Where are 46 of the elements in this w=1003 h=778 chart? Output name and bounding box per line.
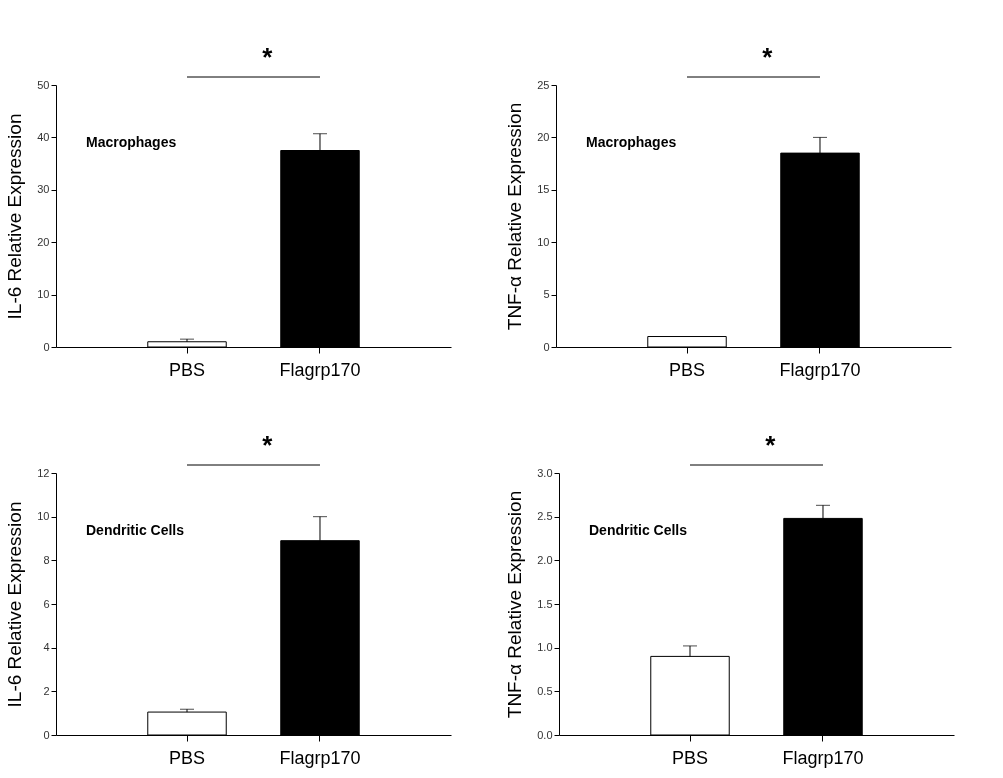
y-tick-label: 3.0 — [537, 466, 553, 479]
y-axis-title: IL-6 Relative Expression — [4, 501, 26, 708]
y-tick-label: 2.5 — [537, 510, 553, 523]
y-tick-label: 20 — [537, 130, 550, 143]
y-tick-label: 25 — [537, 78, 550, 91]
text: * — [765, 430, 777, 460]
y-axis-title: IL-6 Relative Expression — [4, 113, 26, 320]
y-tick-label: 50 — [37, 78, 50, 91]
x-tick-label: PBS — [671, 747, 709, 768]
y-tick-label: 0 — [43, 728, 50, 741]
y-tick-label: 5 — [543, 288, 550, 301]
y-tick-label: 15 — [537, 183, 550, 196]
y-tick-label: 1.5 — [537, 597, 553, 610]
y-tick-label: 2.0 — [537, 553, 553, 566]
y-tick-label: 0 — [43, 340, 50, 353]
x-tick-label: Flagrp170 — [779, 359, 861, 380]
y-tick-label: 0.0 — [537, 728, 553, 741]
x-tick-label: PBS — [168, 747, 206, 768]
y-tick-label: 6 — [43, 597, 50, 610]
y-tick-label: 4 — [43, 641, 50, 654]
text: * — [262, 430, 274, 460]
x-tick-label: Flagrp170 — [279, 359, 361, 380]
x-tick-label: PBS — [168, 359, 206, 380]
y-tick-label: 20 — [37, 235, 50, 248]
annotation: Dendritic Cells — [86, 521, 185, 538]
text: * — [762, 42, 774, 72]
y-tick-label: 1.0 — [537, 641, 553, 654]
annotation: Dendritic Cells — [589, 521, 688, 538]
x-tick-label: Flagrp170 — [782, 747, 864, 768]
y-tick-label: 10 — [37, 510, 50, 523]
y-axis-title: TNF-α Relative Expression — [504, 102, 526, 331]
annotation: Macrophages — [86, 133, 177, 150]
y-tick-label: 0.5 — [537, 684, 553, 697]
y-axis-title: TNF-α Relative Expression — [504, 490, 526, 719]
y-tick-label: 8 — [43, 553, 50, 566]
y-tick-label: 2 — [43, 684, 50, 697]
text: * — [262, 42, 274, 72]
y-tick-label: 10 — [37, 288, 50, 301]
y-tick-label: 10 — [537, 235, 550, 248]
annotation: Macrophages — [586, 133, 677, 150]
x-tick-label: PBS — [668, 359, 706, 380]
y-tick-label: 40 — [37, 130, 50, 143]
y-tick-label: 30 — [37, 183, 50, 196]
y-tick-label: 0 — [543, 340, 550, 353]
y-tick-label: 12 — [37, 466, 50, 479]
x-tick-label: Flagrp170 — [279, 747, 361, 768]
